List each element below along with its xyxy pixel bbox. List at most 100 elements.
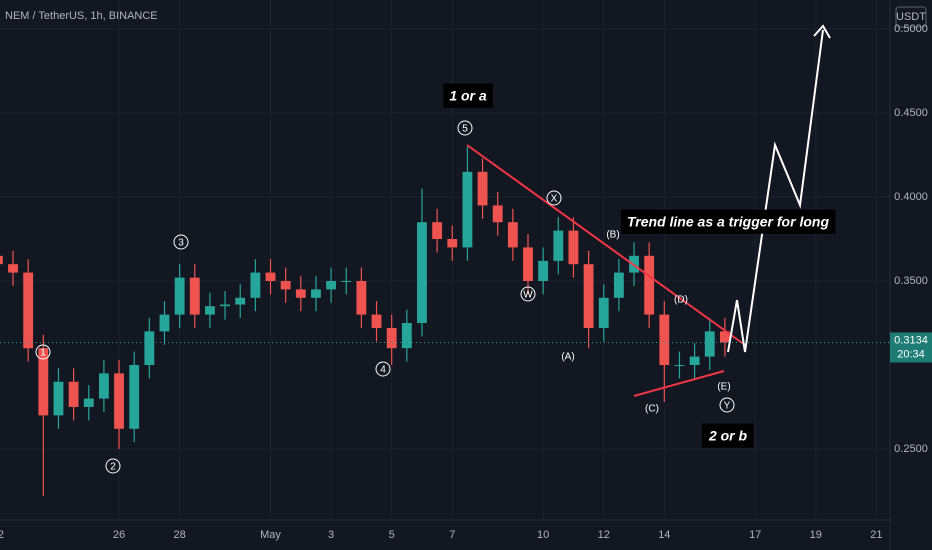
x-tick-label: 5 [389,529,395,541]
annotation-box [701,423,754,448]
x-tick-label: 14 [658,529,670,541]
candle-body [68,381,79,407]
candle-body [220,304,230,307]
wave-label: 3 [178,238,184,249]
candle-body [538,260,549,281]
x-tick-label: 21 [870,529,882,541]
candle-body [38,348,49,416]
arrow-head [813,24,831,39]
candle-body [189,277,200,315]
candle-body [674,364,685,366]
wave-circle [457,120,473,136]
wave-label: 5 [462,124,468,135]
candle-body [8,264,18,273]
annotation-box [621,209,836,234]
trend-line [633,370,725,397]
y-tick-label: 0.3500 [894,275,928,287]
candle-body [553,230,564,261]
candle-body [432,222,443,240]
wave-label: (A) [561,352,574,363]
x-tick-label: 22 [0,529,4,541]
candle-body [53,381,64,416]
candle-body [447,239,458,248]
wave-circle [375,361,391,377]
y-tick-label: 0.4000 [894,191,928,203]
currency-box [895,6,927,28]
candle-body [371,314,382,329]
annotation: 1 or a [449,88,487,104]
wave-label: 1 [40,348,46,359]
candle-body [583,264,594,329]
wave-label: W [523,290,533,301]
annotation-box [443,83,493,108]
candle-body [689,356,700,365]
candle-body [644,255,655,315]
candle-body [159,314,170,332]
projection-path [727,29,824,353]
x-tick-label: 17 [749,529,761,541]
candle-body [462,171,473,248]
candle-body [507,222,518,248]
wave-label: (D) [674,295,688,306]
candle-body [401,322,412,349]
wave-label: 4 [380,365,386,376]
candle-body [174,277,185,315]
candle-body [386,328,397,349]
wave-label: (B) [606,230,619,241]
countdown-label: 20:34 [897,348,925,360]
trend-line [466,144,746,346]
candle-body [280,280,291,290]
wave-label: (C) [645,404,659,415]
candle-body [598,297,609,329]
candle-body [250,272,261,298]
x-tick-label: 10 [537,529,549,541]
candle-body [114,373,124,429]
x-tick-label: 12 [598,529,610,541]
candle-body [144,331,155,365]
chart-title: NEM / TetherUS, 1h, BINANCE [5,10,158,22]
candle-body [235,297,246,305]
wave-label: Y [724,401,731,412]
candle-body [295,289,306,298]
candle-body [326,280,337,290]
last-price-label: 0.3134 [894,334,928,346]
x-tick-label: 19 [810,529,822,541]
candle-body [704,331,715,357]
wave-circle [35,344,51,360]
x-tick-label: May [260,529,281,541]
y-tick-label: 0.2500 [894,443,928,455]
candle-body [83,398,94,407]
candle-body [0,255,3,265]
candle-body [477,171,488,206]
candle-body [659,314,670,365]
x-tick-label: 7 [449,529,455,541]
candle-body [492,205,503,223]
candle-body [719,331,730,343]
x-tick-label: 3 [328,529,334,541]
candle-body [356,280,367,315]
candle-body [568,230,579,265]
y-tick-label: 0.5000 [894,23,928,35]
annotation: Trend line as a trigger for long [627,214,829,230]
candle-body [98,373,109,399]
candle-body [523,247,533,281]
wave-label: (E) [717,382,730,393]
y-tick-label: 0.4500 [894,107,928,119]
annotation: 2 or b [708,428,748,444]
candle-body [23,272,34,349]
candle-body [129,364,140,429]
x-tick-label: 28 [174,529,186,541]
candle-body [417,222,427,323]
candle-body [613,272,624,298]
candle-body [311,289,321,298]
candle-body [341,280,352,282]
wave-circle [546,190,562,206]
x-tick-label: 26 [113,529,125,541]
candle-body [265,272,276,281]
wave-circle [719,397,735,413]
currency-label: USDT [896,11,926,23]
wave-circle [173,234,189,250]
last-price-box [890,332,932,363]
